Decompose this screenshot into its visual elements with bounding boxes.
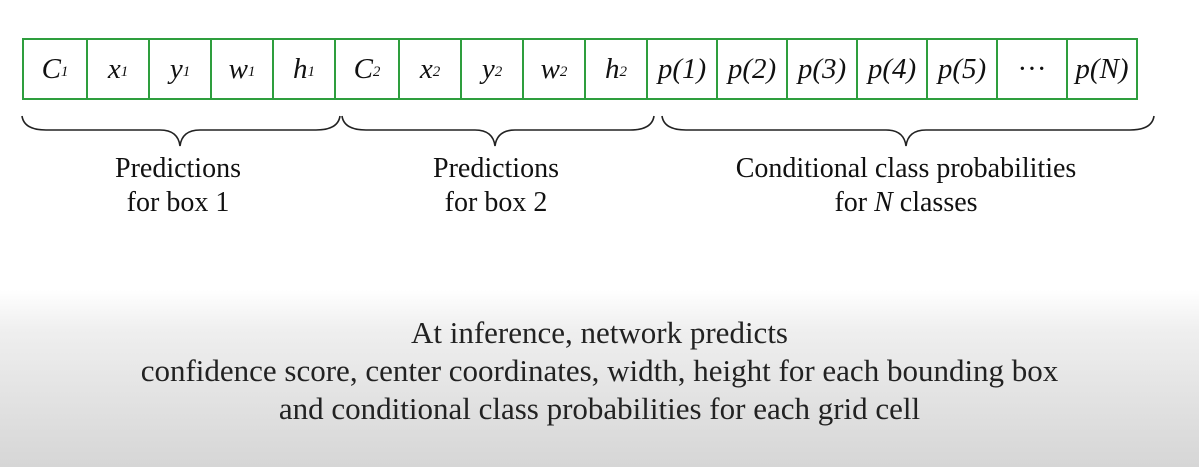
vector-cell-subscript: 1 <box>307 63 316 80</box>
vector-cell-symbol: C <box>353 52 373 85</box>
vector-cell-17: p(N) <box>1066 38 1138 100</box>
vector-cell-symbol: C <box>41 52 61 85</box>
vector-cell-16: ··· <box>996 38 1068 100</box>
caption-box1-line2: for box 1 <box>126 187 230 218</box>
caption-box2-line1: Predictions <box>433 153 559 184</box>
vector-cell-subscript: 2 <box>432 63 441 80</box>
brace-classes <box>661 115 1155 147</box>
summary-line3: and conditional class probabilities for … <box>278 391 921 426</box>
vector-cell-symbol: p(5) <box>937 52 987 85</box>
caption-classes-suffix: classes <box>892 187 978 218</box>
vector-cell-symbol: y <box>169 52 183 85</box>
caption-box1: Predictions for box 1 <box>78 152 278 220</box>
caption-classes: Conditional class probabilities for N cl… <box>686 152 1126 220</box>
vector-cell-symbol: h <box>605 52 620 85</box>
vector-cell-symbol: x <box>107 52 121 85</box>
vector-cell-symbol: p(N) <box>1075 52 1129 85</box>
vector-cell-12: p(2) <box>716 38 788 100</box>
vector-cell-subscript: 2 <box>372 63 381 80</box>
vector-cell-13: p(3) <box>786 38 858 100</box>
prediction-vector-strip: C 1 x 1 y 1 w 1 h 1 C 2 x 2 y 2 w 2 h 2 p(1) p(2) p(3) p(4) p(5)… <box>22 38 1138 100</box>
summary-text: At inference, network predicts confidenc… <box>0 314 1199 428</box>
vector-cell-symbol: ··· <box>1017 52 1047 85</box>
vector-cell-symbol: p(3) <box>797 52 847 85</box>
brace-box1 <box>21 115 341 147</box>
vector-cell-15: p(5) <box>926 38 998 100</box>
summary-line2: confidence score, center coordinates, wi… <box>140 353 1059 388</box>
caption-box1-line1: Predictions <box>115 153 241 184</box>
vector-cell-symbol: p(4) <box>867 52 917 85</box>
vector-cell-subscript: 2 <box>619 63 628 80</box>
brace-box2 <box>341 115 655 147</box>
vector-cell-subscript: 1 <box>182 63 191 80</box>
vector-cell-symbol: w <box>540 52 560 85</box>
vector-cell-subscript: 2 <box>494 63 503 80</box>
vector-cell-symbol: h <box>293 52 308 85</box>
caption-classes-variable: N <box>874 187 893 218</box>
vector-cell-subscript: 1 <box>120 63 129 80</box>
vector-cell-symbol: y <box>481 52 495 85</box>
vector-cell-subscript: 1 <box>247 63 256 80</box>
vector-cell-subscript: 2 <box>559 63 568 80</box>
vector-cell-11: p(1) <box>646 38 718 100</box>
vector-cell-symbol: x <box>419 52 433 85</box>
caption-classes-line1: Conditional class probabilities <box>735 153 1077 184</box>
caption-box2: Predictions for box 2 <box>396 152 596 220</box>
vector-cell-symbol: p(2) <box>727 52 777 85</box>
caption-classes-line2: for N classes <box>686 186 1126 220</box>
vector-cell-subscript: 1 <box>60 63 69 80</box>
vector-cell-symbol: w <box>228 52 248 85</box>
caption-classes-prefix: for <box>834 187 875 218</box>
vector-cell-symbol: p(1) <box>657 52 707 85</box>
summary-line1: At inference, network predicts <box>410 315 788 350</box>
vector-cell-14: p(4) <box>856 38 928 100</box>
caption-box2-line2: for box 2 <box>444 187 548 218</box>
